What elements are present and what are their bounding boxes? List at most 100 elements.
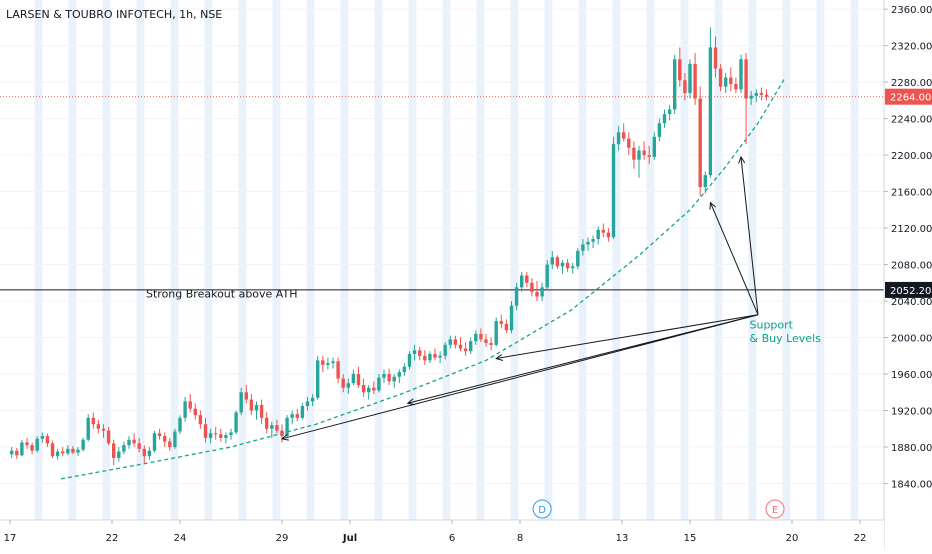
event-badge (532, 499, 552, 519)
candle-down (698, 98, 702, 188)
session-shade (850, 0, 859, 520)
last-price-label: 2264.00 (890, 93, 931, 104)
candle-up (76, 449, 80, 453)
candle-up (20, 442, 24, 456)
candle-down (372, 387, 376, 391)
candle-up (412, 350, 417, 354)
support-arrow (496, 314, 759, 360)
candle-up (407, 353, 412, 367)
support-arrow (407, 314, 759, 404)
candle-down (601, 229, 605, 233)
candle-up (586, 241, 590, 245)
candle-up (443, 344, 447, 356)
support-arrow-head (495, 354, 504, 361)
session-shade (102, 0, 111, 520)
candle-up (611, 144, 616, 238)
candle-up (708, 47, 713, 176)
candle-up (254, 405, 259, 411)
candle-up (326, 363, 330, 365)
candle-up (351, 374, 356, 384)
price-tick-label: 2320.00 (891, 42, 932, 53)
candle-up (392, 376, 396, 382)
candle-down (193, 408, 197, 416)
candle-up (545, 264, 549, 288)
time-tick-label: 15 (684, 533, 697, 544)
candle-up (173, 431, 177, 448)
price-tick-label: 1920.00 (891, 407, 932, 418)
candle-up (234, 412, 238, 433)
breakout-level-label: 2052.20 (890, 286, 931, 297)
candle-down (163, 436, 167, 442)
candle-up (560, 262, 565, 267)
candle-up (239, 392, 243, 413)
candle-up (662, 114, 667, 124)
candle-down (219, 434, 223, 438)
annotation-text: Strong Breakout above ATH (146, 287, 297, 300)
candle-down (101, 428, 106, 431)
candle-down (489, 343, 493, 345)
candle-up (428, 353, 432, 361)
candle-down (555, 257, 560, 267)
candle-down (321, 360, 325, 365)
session-shade (374, 0, 383, 520)
candle-up (739, 59, 743, 90)
chart-title: LARSEN & TOUBRO INFOTECH, 1h, NSE (6, 8, 222, 21)
session-shade (34, 0, 43, 520)
candle-down (168, 441, 172, 448)
candle-up (637, 150, 641, 160)
candle-down (759, 93, 764, 95)
candle-down (565, 262, 570, 269)
candle-up (749, 95, 753, 99)
session-shade (476, 0, 485, 520)
candle-down (499, 321, 503, 324)
candle-up (540, 287, 544, 297)
candle-down (50, 443, 55, 457)
candle-up (474, 333, 478, 342)
candle-down (718, 68, 723, 87)
candle-down (504, 323, 509, 331)
candle-up (377, 377, 381, 391)
support-arrow-head (709, 201, 716, 210)
candle-down (387, 374, 391, 382)
candle-up (657, 123, 662, 137)
candle-up (382, 374, 386, 378)
candle-up (81, 439, 85, 450)
candle-up (520, 275, 524, 288)
session-shade (408, 0, 417, 520)
event-badge-letter: E (772, 505, 778, 516)
candle-down (30, 445, 34, 451)
session-shade (170, 0, 179, 520)
candle-up (494, 321, 498, 345)
session-shade (680, 0, 689, 520)
candle-up (514, 287, 519, 306)
candle-down (479, 333, 483, 340)
candles (10, 27, 769, 466)
time-tick-label: 22 (106, 533, 119, 544)
annotation-text: Support (750, 318, 794, 331)
candle-down (734, 83, 738, 90)
support-arrow-head (406, 398, 415, 406)
price-axis: 2360.00 2320.00 2280.00 2240.00 2200.00 2160.… (883, 0, 932, 550)
candle-down (244, 392, 248, 400)
candle-down (106, 430, 111, 444)
candle-down (744, 59, 748, 99)
time-axis: 17 22 24 29 Jul 6 8 13 15 20 22 (0, 519, 884, 550)
candle-up (571, 266, 575, 269)
candle-down (764, 94, 769, 97)
candle-down (15, 450, 19, 456)
price-levels (0, 96, 884, 291)
candle-up (616, 132, 621, 145)
candle-up (10, 450, 14, 455)
candle-up (438, 355, 442, 358)
candle-down (198, 415, 203, 425)
candle-up (40, 436, 44, 439)
price-tick-label: 2240.00 (891, 115, 932, 126)
candle-up (178, 417, 182, 432)
annotation-text: & Buy Levels (750, 332, 822, 345)
session-shade (136, 0, 145, 520)
candle-down (484, 339, 488, 344)
support-arrows (280, 155, 759, 441)
candle-down (642, 150, 646, 156)
candle-up (316, 360, 320, 398)
candle-down (606, 232, 611, 238)
